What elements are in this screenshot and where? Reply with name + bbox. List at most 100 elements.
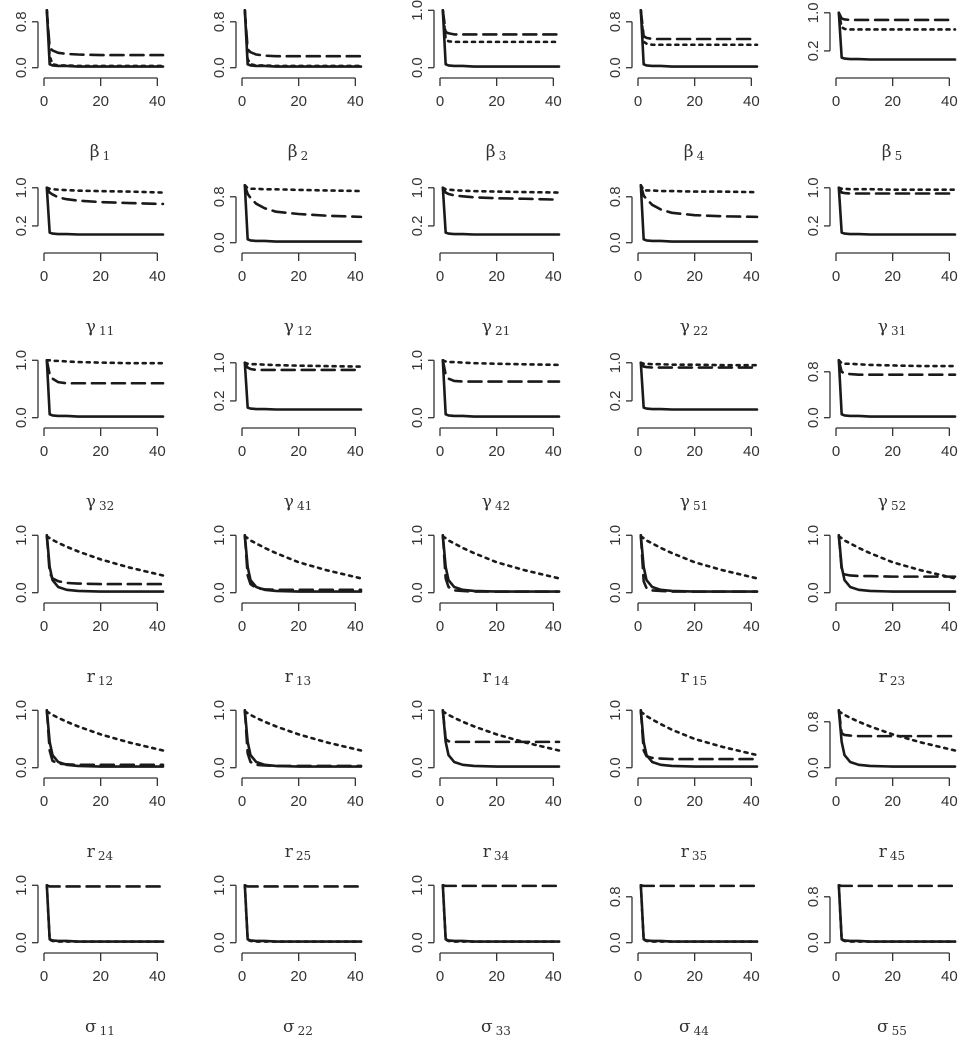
y-tick-label: 0.8 bbox=[805, 361, 822, 382]
panel: 0.2 1.0 0 20 40 γ 51 bbox=[607, 352, 760, 512]
x-tick-label: 20 bbox=[92, 443, 109, 460]
label-symbol: r bbox=[879, 667, 888, 687]
series-line bbox=[45, 535, 165, 577]
series-line bbox=[441, 9, 561, 44]
label-symbol: γ bbox=[878, 317, 888, 337]
label-subscript: 22 bbox=[298, 1024, 313, 1038]
x-tick-label: 40 bbox=[149, 793, 166, 810]
label-symbol: σ bbox=[283, 1017, 295, 1037]
x-tick-label: 0 bbox=[436, 443, 444, 460]
x-tick-label: 20 bbox=[488, 93, 505, 110]
label-symbol: r bbox=[681, 842, 690, 862]
panel: 0.0 0.8 0 20 40 β 2 bbox=[211, 9, 364, 163]
panel: 0.0 1.0 0 20 40 r 13 bbox=[211, 525, 364, 688]
y-tick-label: 0.2 bbox=[409, 215, 426, 236]
x-axis-label: r 25 bbox=[285, 842, 311, 863]
y-tick-label: 1.0 bbox=[211, 525, 228, 546]
x-tick-label: 20 bbox=[884, 968, 901, 985]
series-line bbox=[243, 884, 363, 888]
series-line bbox=[45, 9, 165, 68]
label-subscript: 35 bbox=[692, 849, 707, 863]
x-tick-label: 40 bbox=[149, 268, 166, 285]
label-symbol: γ bbox=[86, 317, 96, 337]
series-line bbox=[441, 534, 561, 593]
x-tick-label: 0 bbox=[436, 968, 444, 985]
series-line bbox=[243, 361, 363, 411]
y-tick-label: 0.2 bbox=[805, 40, 822, 61]
y-tick-label: 1.0 bbox=[409, 875, 426, 896]
y-tick-label: 1.0 bbox=[409, 0, 426, 21]
series-line bbox=[441, 884, 561, 943]
x-tick-label: 0 bbox=[634, 618, 642, 635]
x-tick-label: 0 bbox=[436, 793, 444, 810]
y-tick-label: 1.0 bbox=[211, 875, 228, 896]
label-subscript: 22 bbox=[693, 324, 708, 338]
x-tick-label: 0 bbox=[634, 443, 642, 460]
x-axis-label: γ 12 bbox=[284, 317, 312, 338]
x-axis-label: γ 51 bbox=[680, 492, 708, 513]
series-line bbox=[441, 709, 561, 744]
series-line bbox=[837, 884, 957, 943]
x-tick-label: 40 bbox=[743, 268, 760, 285]
y-tick-label: 1.0 bbox=[805, 525, 822, 546]
y-tick-label: 0.0 bbox=[211, 232, 228, 253]
label-subscript: 33 bbox=[496, 1024, 511, 1038]
x-axis-label: r 24 bbox=[87, 842, 114, 863]
x-axis-label: r 35 bbox=[681, 842, 707, 863]
x-tick-label: 20 bbox=[92, 793, 109, 810]
x-tick-label: 0 bbox=[238, 443, 246, 460]
label-symbol: β bbox=[288, 142, 298, 162]
label-symbol: r bbox=[87, 667, 96, 687]
x-axis-label: r 45 bbox=[879, 842, 905, 863]
y-tick-label: 1.0 bbox=[607, 525, 624, 546]
panel: 0.2 1.0 0 20 40 γ 41 bbox=[211, 352, 364, 512]
y-tick-label: 0.0 bbox=[805, 757, 822, 778]
x-tick-label: 20 bbox=[92, 618, 109, 635]
y-tick-label: 1.0 bbox=[409, 525, 426, 546]
label-subscript: 14 bbox=[494, 674, 510, 688]
label-subscript: 11 bbox=[100, 1024, 115, 1038]
series-line bbox=[639, 361, 759, 411]
x-axis-label: r 13 bbox=[285, 667, 311, 688]
series-line bbox=[441, 359, 561, 418]
label-subscript: 55 bbox=[892, 1024, 907, 1038]
series-line bbox=[45, 534, 165, 586]
series-line bbox=[837, 359, 957, 376]
y-tick-label: 1.0 bbox=[13, 177, 30, 198]
y-tick-label: 0.0 bbox=[805, 932, 822, 953]
x-tick-label: 20 bbox=[290, 793, 307, 810]
label-symbol: σ bbox=[877, 1017, 889, 1037]
series-line bbox=[45, 9, 165, 68]
x-tick-label: 0 bbox=[832, 968, 840, 985]
x-tick-label: 20 bbox=[884, 268, 901, 285]
x-axis-label: r 23 bbox=[879, 667, 905, 688]
series-line bbox=[243, 710, 363, 752]
label-subscript: 51 bbox=[693, 499, 708, 513]
x-tick-label: 40 bbox=[545, 268, 562, 285]
y-tick-label: 0.0 bbox=[13, 57, 30, 78]
series-line bbox=[837, 11, 957, 61]
label-symbol: r bbox=[87, 842, 96, 862]
x-tick-label: 0 bbox=[832, 618, 840, 635]
label-subscript: 5 bbox=[895, 149, 903, 163]
x-tick-label: 40 bbox=[743, 968, 760, 985]
series-line bbox=[837, 359, 957, 418]
x-tick-label: 20 bbox=[686, 968, 703, 985]
x-tick-label: 40 bbox=[941, 268, 958, 285]
series-line bbox=[243, 361, 363, 372]
x-tick-label: 20 bbox=[488, 968, 505, 985]
series-line bbox=[441, 9, 561, 36]
x-tick-label: 40 bbox=[743, 93, 760, 110]
x-tick-label: 40 bbox=[347, 443, 364, 460]
y-tick-label: 0.8 bbox=[607, 11, 624, 32]
x-tick-label: 20 bbox=[290, 268, 307, 285]
series-line bbox=[837, 534, 957, 593]
x-tick-label: 20 bbox=[92, 93, 109, 110]
series-line bbox=[639, 9, 759, 41]
y-tick-label: 1.0 bbox=[409, 177, 426, 198]
label-symbol: r bbox=[285, 842, 294, 862]
panel: 0.0 1.0 0 20 40 r 15 bbox=[607, 525, 760, 688]
